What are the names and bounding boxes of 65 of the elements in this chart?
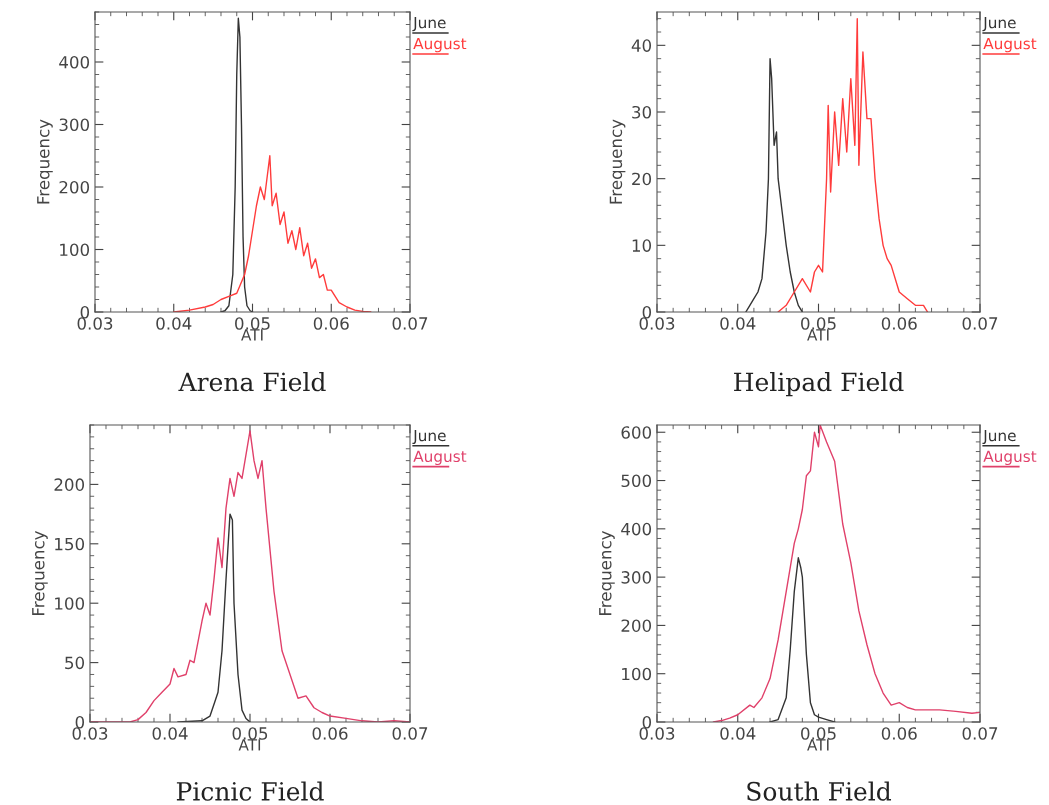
x-tick-label: 0.05: [235, 317, 270, 330]
y-axis-title: Frequency: [609, 119, 626, 204]
x-axis-title: ATI: [807, 329, 829, 341]
y-tick-label: 0: [80, 305, 90, 319]
line-series: [745, 57, 804, 312]
y-tick-label: 0: [642, 305, 652, 319]
text: August: [413, 37, 467, 53]
text: South Field: [747, 781, 892, 801]
x-tick-label: 0.06: [881, 317, 917, 330]
y-tick-label: 30: [632, 105, 652, 119]
x-tick-label: 0.07: [962, 317, 998, 330]
y-tick-label: 500: [621, 474, 652, 488]
y-tick-label: 40: [631, 39, 652, 52]
y-tick-label: 100: [60, 243, 90, 257]
text: August: [413, 450, 467, 466]
x-tick-label: 0.04: [152, 727, 188, 740]
y-tick-label: 150: [55, 537, 85, 551]
y-tick-label: 0: [75, 715, 85, 729]
x-tick-label: 0.05: [801, 727, 836, 740]
line-series: [777, 17, 929, 312]
y-tick-label: 10: [632, 239, 652, 252]
y-tick-label: 200: [59, 180, 90, 194]
x-axis-title: ATI: [238, 739, 261, 751]
x-tick-label: 0.07: [392, 317, 428, 330]
y-tick-label: 100: [55, 597, 85, 610]
x-tick-label: 0.03: [639, 317, 675, 330]
y-axis-title: Frequency: [599, 530, 615, 615]
y-tick-label: 600: [621, 426, 652, 439]
x-tick-label: 0.07: [962, 727, 998, 740]
text: Helipad Field: [734, 372, 904, 397]
x-tick-label: 0.04: [720, 727, 756, 740]
x-tick-label: 0.05: [232, 727, 268, 740]
x-tick-label: 0.06: [881, 727, 917, 740]
text: Picnic Field: [176, 781, 324, 801]
y-tick-label: 100: [622, 667, 652, 681]
y-tick-label: 200: [54, 478, 85, 491]
x-axis-title: ATI: [807, 739, 829, 751]
text: June: [982, 16, 1016, 32]
x-axis-title: ATI: [241, 329, 263, 341]
text: June: [982, 429, 1016, 445]
line-series: [220, 17, 254, 312]
y-axis-title: Frequency: [37, 119, 53, 204]
x-tick-label: 0.03: [72, 727, 108, 740]
text: August: [983, 450, 1037, 466]
y-tick-label: 400: [621, 522, 652, 536]
text: June: [412, 429, 446, 445]
x-tick-label: 0.04: [156, 317, 192, 330]
y-tick-label: 20: [632, 172, 652, 186]
text: June: [412, 16, 446, 32]
y-tick-label: 300: [621, 571, 652, 584]
y-tick-label: 200: [621, 619, 652, 632]
x-tick-label: 0.03: [77, 317, 113, 330]
y-tick-label: 400: [59, 55, 90, 69]
x-tick-label: 0.06: [312, 727, 348, 740]
y-tick-label: 300: [59, 118, 90, 132]
x-tick-label: 0.06: [313, 317, 349, 330]
x-tick-label: 0.05: [801, 317, 836, 330]
x-tick-label: 0.04: [720, 317, 756, 330]
text: August: [983, 37, 1037, 53]
y-tick-label: 50: [65, 656, 85, 670]
text: Arena Field: [178, 372, 326, 392]
y-axis-title: Frequency: [32, 530, 48, 615]
x-tick-label: 0.07: [392, 727, 428, 740]
x-tick-label: 0.03: [639, 727, 675, 740]
y-tick-label: 0: [642, 715, 652, 729]
